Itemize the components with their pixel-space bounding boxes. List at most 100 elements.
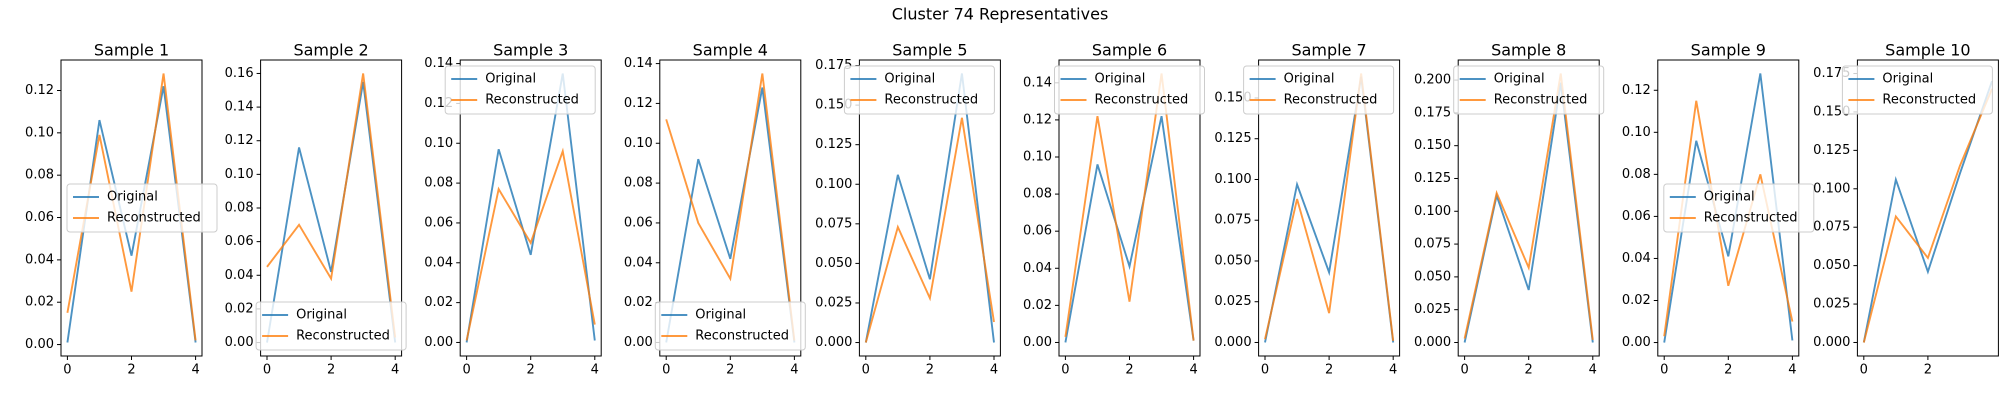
legend-label: Original [884, 72, 935, 87]
y-tick-label: 0.10 [225, 167, 254, 182]
x-tick-label: 2 [127, 363, 135, 378]
y-tick-label: 0.125 [815, 137, 852, 152]
legend-label: Original [695, 308, 746, 323]
legend: Original Reconstructed [1243, 65, 1395, 115]
data-line [665, 73, 796, 341]
y-tick-label: 0.000 [1813, 335, 1850, 350]
x-tick-label: 0 [462, 363, 470, 378]
y-tick-label: 0.06 [424, 215, 453, 230]
legend: Original Reconstructed [1663, 183, 1815, 233]
axes-frame [1457, 59, 1600, 357]
y-tick-label: 0.000 [1414, 335, 1451, 350]
y-tick-label: 0.025 [1214, 294, 1251, 309]
legend: Original Reconstructed [66, 183, 218, 233]
legend-box [444, 65, 596, 115]
legend-box [1054, 65, 1205, 115]
y-tick-label: 0.100 [1414, 204, 1451, 219]
y-tick-label: 0.125 [1214, 131, 1251, 146]
data-line [1862, 88, 1993, 343]
y-tick-label: 0.050 [815, 256, 852, 271]
y-tick-label: 0.08 [1023, 187, 1052, 202]
legend-label: Original [1882, 72, 1933, 87]
y-tick-label: 0.04 [1622, 251, 1651, 266]
legend: Original Reconstructed [255, 301, 407, 351]
y-tick-label: 0.08 [424, 176, 453, 191]
y-tick-label: 0.02 [1622, 293, 1651, 308]
data-line [465, 147, 596, 341]
data-line [864, 73, 995, 343]
y-tick-label: 0.14 [624, 56, 653, 71]
x-tick-label: 0 [263, 363, 271, 378]
y-tick-label: 0.00 [1023, 335, 1052, 350]
axes-frame [659, 59, 802, 357]
y-tick-label: 0.125 [1414, 171, 1451, 186]
y-tick-label: 0.06 [1023, 224, 1052, 239]
subplot: Sample 7 0.000 0.025 0.050 0.075 0.100 0.125 0.… [1214, 41, 1401, 378]
y-tick-label: 0.00 [25, 337, 54, 352]
x-tick-label: 2 [1924, 363, 1932, 378]
y-tick-label: 0.150 [1414, 138, 1451, 153]
legend-label: Original [107, 190, 158, 205]
axes-frame [260, 59, 403, 357]
axes-frame [858, 59, 1001, 357]
x-tick-label: 4 [990, 363, 998, 378]
data-line [1463, 73, 1594, 340]
legend-box [1663, 183, 1815, 233]
subplot-title: Sample 4 [693, 41, 768, 60]
data-line [1862, 80, 1993, 343]
x-tick-label: 2 [327, 363, 335, 378]
legend-box [66, 183, 218, 233]
y-tick-label: 0.175 [1813, 66, 1850, 81]
y-tick-label: 0.08 [225, 201, 254, 216]
data-line [1064, 115, 1195, 343]
x-tick-label: 0 [1061, 363, 1069, 378]
subplot-title: Sample 9 [1691, 41, 1766, 60]
y-tick-label: 0.08 [624, 176, 653, 191]
y-tick-label: 0.16 [225, 66, 254, 81]
x-tick-label: 2 [926, 363, 934, 378]
legend-box [1243, 65, 1395, 115]
legend-box [255, 301, 407, 351]
x-tick-label: 2 [1724, 363, 1732, 378]
legend: Original Reconstructed [843, 65, 995, 115]
axes-frame [1856, 59, 1999, 357]
subplot: Sample 8 0.000 0.025 0.050 0.075 0.100 0.125 0.… [1414, 41, 1605, 378]
x-tick-label: 0 [1660, 363, 1668, 378]
y-tick-label: 0.02 [25, 295, 54, 310]
subplot-title: Sample 6 [1092, 41, 1167, 60]
y-tick-label: 0.00 [624, 335, 653, 350]
x-tick-label: 2 [1525, 363, 1533, 378]
y-tick-label: 0.12 [1622, 83, 1651, 98]
y-tick-label: 0.00 [424, 335, 453, 350]
legend-label: Original [296, 308, 347, 323]
subplot-title: Sample 1 [94, 41, 169, 60]
subplot-title: Sample 3 [493, 41, 568, 60]
subplot: Sample 2 0.00 0.02 0.04 0.06 0.08 0.10 0.12 0.14… [225, 41, 407, 378]
y-tick-label: 0.04 [25, 252, 54, 267]
legend-label: Reconstructed [1882, 93, 1976, 108]
subplot: Sample 10 0.000 0.025 0.050 0.075 0.100 0.125 0… [1813, 41, 1999, 378]
subplot-title: Sample 2 [293, 41, 368, 60]
legend-label: Original [485, 72, 536, 87]
y-tick-label: 0.12 [225, 133, 254, 148]
x-tick-label: 4 [191, 363, 199, 378]
legend-box [654, 301, 806, 351]
y-tick-label: 0.175 [815, 58, 852, 73]
subplot: Sample 9 0.00 0.02 0.04 0.06 0.08 0.10 0.12 0 2 4 O… [1622, 41, 1815, 378]
y-tick-label: 0.00 [1622, 335, 1651, 350]
legend: Original Reconstructed [1054, 65, 1205, 115]
data-line [1064, 73, 1195, 341]
legend-box [1841, 65, 1993, 115]
x-tick-label: 4 [1189, 363, 1197, 378]
legend: Original Reconstructed [444, 65, 596, 115]
y-tick-label: 0.100 [1813, 181, 1850, 196]
legend: Original Reconstructed [1453, 65, 1605, 115]
y-tick-label: 0.12 [25, 83, 54, 98]
y-tick-label: 0.02 [1023, 298, 1052, 313]
subplot: Sample 5 0.000 0.025 0.050 0.075 0.100 0.125 0.… [815, 41, 1001, 378]
y-tick-label: 0.050 [1214, 253, 1251, 268]
y-tick-label: 0.06 [1622, 209, 1651, 224]
y-tick-label: 0.100 [815, 177, 852, 192]
legend-label: Original [1095, 72, 1146, 87]
